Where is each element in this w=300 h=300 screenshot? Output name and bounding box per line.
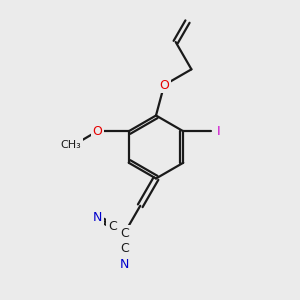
Text: N: N xyxy=(120,258,129,271)
Text: C: C xyxy=(120,242,129,255)
Text: O: O xyxy=(159,79,169,92)
Text: CH₃: CH₃ xyxy=(61,140,81,150)
Text: I: I xyxy=(216,125,220,138)
Text: C: C xyxy=(108,220,117,233)
Text: C: C xyxy=(120,226,129,240)
Text: O: O xyxy=(92,125,102,138)
Text: N: N xyxy=(92,211,102,224)
